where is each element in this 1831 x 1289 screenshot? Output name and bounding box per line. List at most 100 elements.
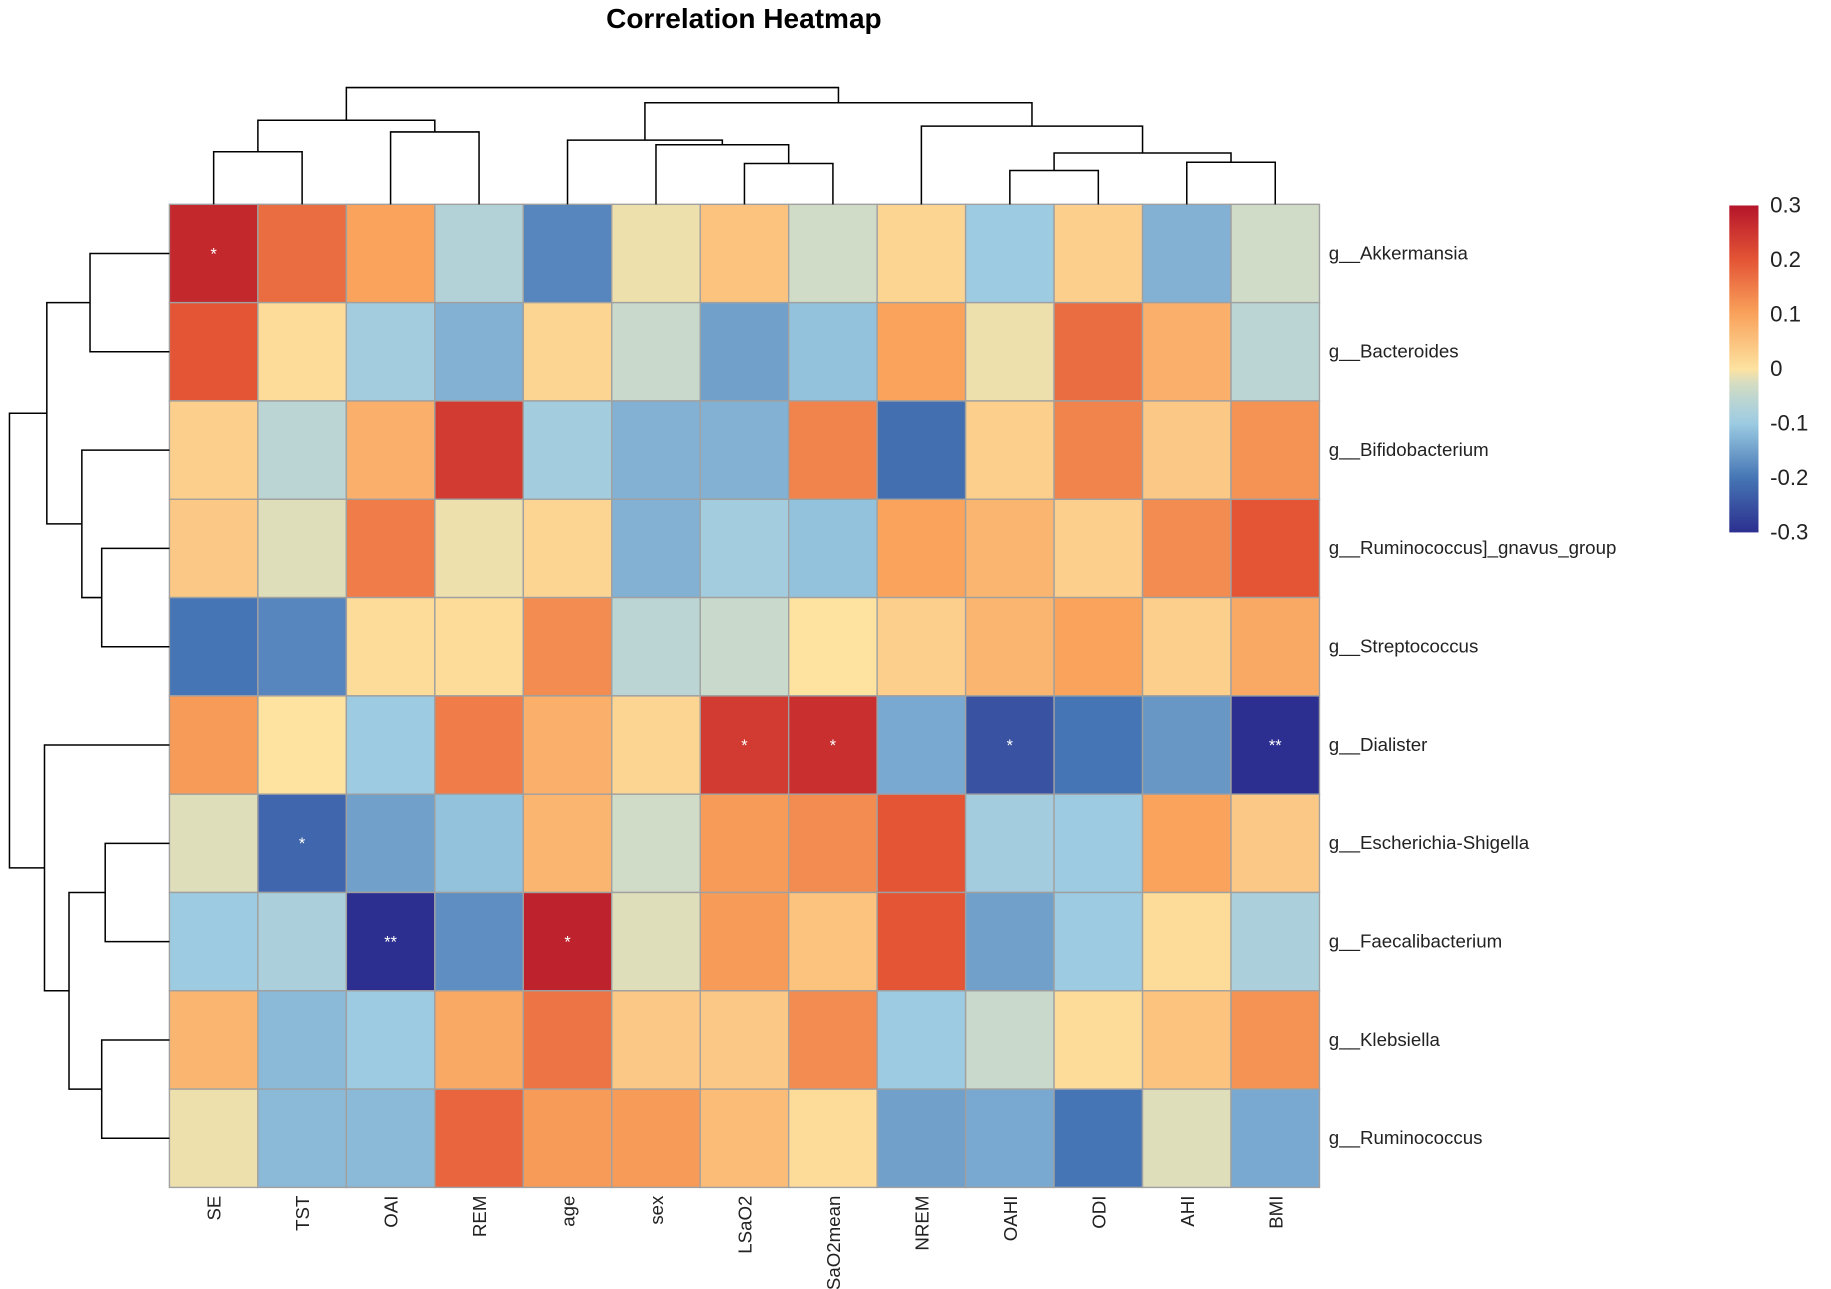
heatmap-cell bbox=[964, 400, 1055, 500]
row-labels: g__Akkermansia g__Bacteroides g__Bifidobac… bbox=[1329, 242, 1617, 1149]
heatmap-cell bbox=[1230, 1088, 1321, 1189]
heatmap-cell bbox=[1141, 498, 1232, 599]
column-dendrogram bbox=[212, 86, 1277, 205]
row-label: g__Streptococcus bbox=[1329, 636, 1478, 658]
column-label: OAI bbox=[381, 1196, 402, 1228]
column-label: LSaO2 bbox=[734, 1196, 755, 1254]
dendrogram-branch bbox=[212, 151, 303, 205]
row-label: g__Escherichia-Shigella bbox=[1329, 832, 1530, 854]
heatmap-cell bbox=[1141, 990, 1232, 1090]
heatmap-cell bbox=[168, 400, 259, 500]
heatmap-cell bbox=[168, 596, 259, 697]
heatmap-cell bbox=[611, 203, 701, 304]
heatmap-cell bbox=[522, 400, 613, 500]
heatmap-cell bbox=[699, 695, 790, 795]
heatmap-cell bbox=[787, 203, 878, 304]
heatmap-cell bbox=[964, 301, 1055, 402]
row-label: g__Akkermansia bbox=[1329, 242, 1469, 264]
dendrogram-branch bbox=[566, 139, 724, 205]
heatmap-cell bbox=[964, 203, 1055, 304]
dendrogram-branch bbox=[257, 119, 436, 152]
heatmap-cell bbox=[1230, 891, 1321, 992]
heatmap-cell bbox=[699, 891, 790, 992]
heatmap-cell bbox=[345, 1088, 436, 1189]
significance-mark: ** bbox=[384, 933, 397, 951]
row-label: g__Ruminococcus]_gnavus_group bbox=[1329, 537, 1617, 559]
heatmap-cell bbox=[434, 400, 524, 500]
dendrogram-branch bbox=[8, 412, 47, 869]
significance-mark: * bbox=[830, 737, 837, 755]
heatmap-cell bbox=[964, 1088, 1055, 1189]
colorbar-tick-label: -0.1 bbox=[1770, 410, 1808, 435]
colorbar-tick-label: -0.2 bbox=[1770, 465, 1808, 490]
heatmap-cell bbox=[168, 793, 259, 894]
heatmap-cell bbox=[699, 793, 790, 894]
significance-mark: * bbox=[210, 245, 217, 263]
heatmap-cell bbox=[1053, 596, 1144, 697]
column-label: NREM bbox=[911, 1196, 932, 1251]
heatmap-cell bbox=[522, 891, 613, 992]
colorbar-tick-label: 0.1 bbox=[1770, 301, 1801, 326]
significance-mark: * bbox=[741, 737, 748, 755]
heatmap-cell bbox=[699, 990, 790, 1090]
heatmap-cell bbox=[1230, 400, 1321, 500]
row-label: g__Faecalibacterium bbox=[1329, 930, 1502, 952]
heatmap-cell bbox=[257, 203, 348, 304]
heatmap-cell bbox=[611, 695, 701, 795]
chart-title: Correlation Heatmap bbox=[606, 3, 882, 34]
heatmap-cell bbox=[345, 498, 436, 599]
heatmap-cell bbox=[1053, 793, 1144, 894]
heatmap-cell bbox=[434, 203, 524, 304]
colorbar-legend: 0.3 0.2 0.1 0 -0.1 -0.2 -0.3 bbox=[1729, 192, 1808, 544]
heatmap-cell bbox=[1230, 596, 1321, 697]
heatmap-cell bbox=[876, 498, 967, 599]
heatmap-cell bbox=[787, 301, 878, 402]
row-dendrogram bbox=[8, 252, 170, 1140]
heatmap-cell bbox=[1141, 400, 1232, 500]
heatmap-cell bbox=[876, 1088, 967, 1189]
column-label: age bbox=[558, 1196, 579, 1227]
heatmap-cell bbox=[522, 990, 613, 1090]
heatmap-cell bbox=[345, 695, 436, 795]
heatmap-cell bbox=[1230, 301, 1321, 402]
heatmap-cell bbox=[168, 695, 259, 795]
heatmap-cell bbox=[611, 498, 701, 599]
row-label: g__Bacteroides bbox=[1329, 341, 1459, 363]
heatmap-cell bbox=[1230, 793, 1321, 894]
heatmap-cell bbox=[1053, 990, 1144, 1090]
heatmap-cell bbox=[522, 203, 613, 304]
heatmap-cell bbox=[168, 498, 259, 599]
heatmap-cell bbox=[964, 793, 1055, 894]
heatmap-cell bbox=[257, 1088, 348, 1189]
heatmap-cell bbox=[522, 1088, 613, 1189]
dendrogram-branch bbox=[644, 101, 1033, 141]
column-label: ODI bbox=[1088, 1196, 1109, 1229]
heatmap-cell bbox=[611, 990, 701, 1090]
heatmap-cell bbox=[876, 891, 967, 992]
heatmap-cell bbox=[522, 498, 613, 599]
heatmap-cell bbox=[964, 596, 1055, 697]
heatmap-cell bbox=[787, 891, 878, 992]
heatmap-cell bbox=[345, 301, 436, 402]
dendrogram-branch bbox=[389, 131, 480, 205]
heatmap-cell bbox=[434, 990, 524, 1090]
column-label: AHI bbox=[1177, 1196, 1198, 1227]
heatmap-cell bbox=[1053, 203, 1144, 304]
heatmap-cell bbox=[434, 498, 524, 599]
heatmap-cell bbox=[1141, 695, 1232, 795]
heatmap-cell bbox=[257, 891, 348, 992]
row-label: g__Bifidobacterium bbox=[1329, 439, 1489, 461]
row-label: g__Ruminococcus bbox=[1329, 1127, 1483, 1149]
heatmap-cell bbox=[699, 203, 790, 304]
dendrogram-branch bbox=[1186, 161, 1277, 205]
heatmap-cell bbox=[787, 1088, 878, 1189]
heatmap-cell bbox=[876, 596, 967, 697]
dendrogram-branch bbox=[743, 162, 834, 205]
heatmap-cell bbox=[345, 990, 436, 1090]
heatmap-cell bbox=[1053, 1088, 1144, 1189]
heatmap-cell bbox=[345, 793, 436, 894]
heatmap-cell bbox=[345, 400, 436, 500]
heatmap-cell bbox=[1141, 793, 1232, 894]
heatmap-cell bbox=[876, 400, 967, 500]
heatmap-cell bbox=[1053, 498, 1144, 599]
